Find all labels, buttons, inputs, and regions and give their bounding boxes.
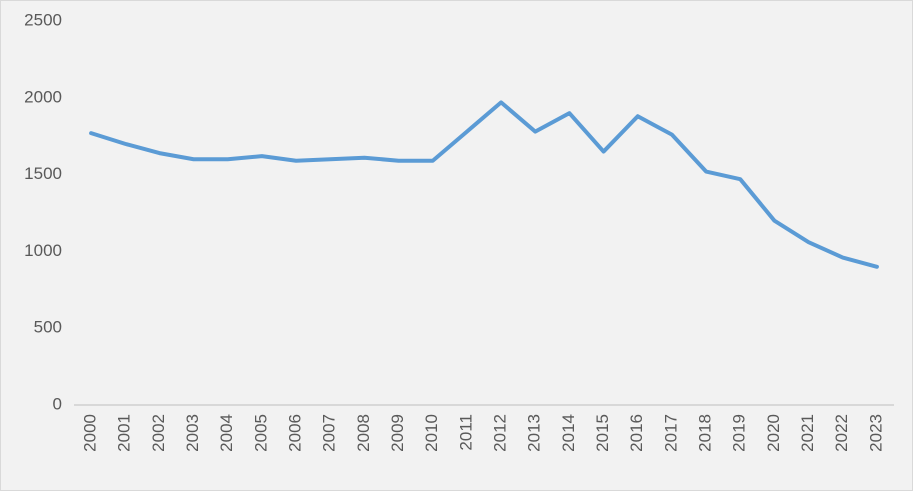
x-tick-label: 2015 (593, 414, 612, 452)
x-tick-label: 2004 (217, 414, 236, 452)
x-tick-label: 2023 (866, 414, 885, 452)
x-tick-label: 2001 (115, 414, 134, 452)
x-tick-label: 2010 (422, 414, 441, 452)
line (89, 100, 879, 269)
y-tick-label: 500 (34, 318, 62, 337)
y-tick-label: 2500 (24, 10, 62, 29)
x-tick-label: 2014 (559, 414, 578, 452)
x-tick-label: 2021 (798, 414, 817, 452)
x-tick-label: 2006 (286, 414, 305, 452)
x-tick-label: 2013 (525, 414, 544, 452)
y-tick-label: 1000 (24, 241, 62, 260)
x-tick-label: 2018 (696, 414, 715, 452)
x-tick-label: 2017 (661, 414, 680, 452)
x-tick-label: 2007 (320, 414, 339, 452)
x-tick-label: 2008 (354, 414, 373, 452)
x-tick-label: 2003 (183, 414, 202, 452)
x-tick-label: 2019 (730, 414, 749, 452)
x-tick-label: 2012 (491, 414, 510, 452)
x-tick-label: 2022 (832, 414, 851, 452)
y-tick-label: 0 (53, 394, 62, 413)
x-tick-label: 2005 (251, 414, 270, 452)
x-tick-label: 2011 (456, 414, 475, 451)
x-tick-label: 2000 (81, 414, 100, 452)
x-tick-label: 2020 (764, 414, 783, 452)
y-tick-label: 2000 (24, 87, 62, 106)
x-tick-label: 2009 (388, 414, 407, 452)
x-tick-label: 2016 (627, 414, 646, 452)
y-tick-label: 1500 (24, 164, 62, 183)
x-tick-label: 2002 (149, 414, 168, 452)
